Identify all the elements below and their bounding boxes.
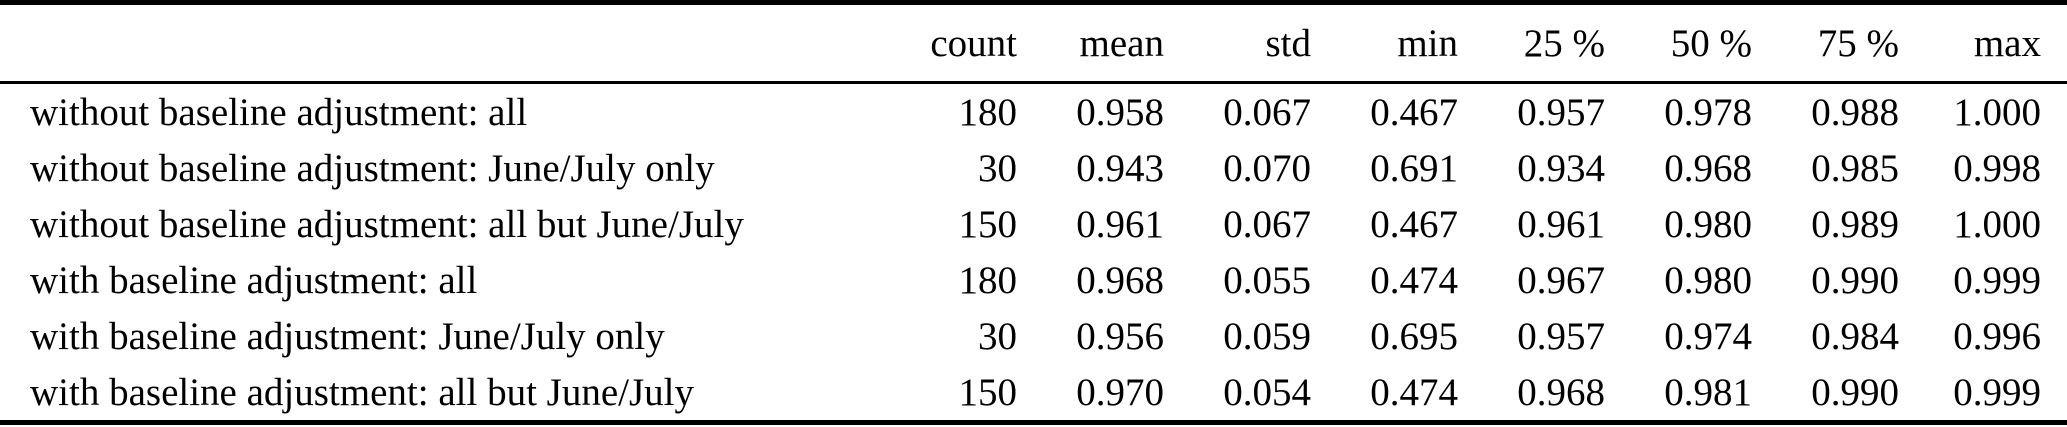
- cell-min: 0.467: [1370, 90, 1458, 134]
- row-label: without baseline adjustment: all but Jun…: [30, 202, 744, 246]
- column-header-max: max: [1973, 21, 2041, 65]
- cell-min: 0.474: [1370, 370, 1458, 414]
- cell-max: 0.999: [1953, 370, 2041, 414]
- column-header-count: count: [930, 21, 1017, 65]
- table-row: without baseline adjustment: all 180 0.9…: [0, 83, 2067, 141]
- cell-min: 0.467: [1370, 202, 1458, 246]
- cell-25pct: 0.957: [1517, 90, 1605, 134]
- table-row: without baseline adjustment: June/July o…: [0, 140, 2067, 196]
- cell-std: 0.067: [1223, 90, 1311, 134]
- cell-mean: 0.968: [1076, 258, 1164, 302]
- table-row: with baseline adjustment: June/July only…: [0, 308, 2067, 364]
- cell-count: 150: [958, 370, 1018, 414]
- cell-count: 150: [958, 202, 1018, 246]
- cell-25pct: 0.934: [1517, 146, 1605, 190]
- column-header-std: std: [1265, 21, 1311, 65]
- cell-max: 0.996: [1953, 314, 2041, 358]
- table-row: without baseline adjustment: all but Jun…: [0, 196, 2067, 252]
- cell-mean: 0.961: [1076, 202, 1164, 246]
- cell-25pct: 0.967: [1517, 258, 1605, 302]
- cell-max: 0.998: [1953, 146, 2041, 190]
- cell-25pct: 0.957: [1517, 314, 1605, 358]
- row-label: with baseline adjustment: all: [30, 258, 478, 302]
- cell-min: 0.691: [1370, 146, 1458, 190]
- cell-25pct: 0.968: [1517, 370, 1605, 414]
- cell-std: 0.059: [1223, 314, 1311, 358]
- column-header-25pct: 25 %: [1523, 21, 1605, 65]
- cell-count: 180: [958, 258, 1018, 302]
- cell-75pct: 0.989: [1811, 202, 1899, 246]
- row-label: without baseline adjustment: June/July o…: [30, 146, 715, 190]
- cell-mean: 0.956: [1076, 314, 1164, 358]
- cell-50pct: 0.974: [1664, 314, 1752, 358]
- cell-mean: 0.970: [1076, 370, 1164, 414]
- column-header-75pct: 75 %: [1817, 21, 1899, 65]
- row-label: without baseline adjustment: all: [30, 90, 528, 134]
- cell-75pct: 0.988: [1811, 90, 1899, 134]
- cell-max: 0.999: [1953, 258, 2041, 302]
- cell-count: 30: [978, 314, 1017, 358]
- cell-std: 0.067: [1223, 202, 1311, 246]
- table-row: with baseline adjustment: all 180 0.968 …: [0, 252, 2067, 308]
- cell-mean: 0.958: [1076, 90, 1164, 134]
- cell-min: 0.474: [1370, 258, 1458, 302]
- cell-max: 1.000: [1953, 90, 2041, 134]
- cell-75pct: 0.990: [1811, 258, 1899, 302]
- cell-75pct: 0.985: [1811, 146, 1899, 190]
- row-label: with baseline adjustment: June/July only: [30, 314, 665, 358]
- cell-std: 0.055: [1223, 258, 1311, 302]
- row-label: with baseline adjustment: all but June/J…: [30, 370, 694, 414]
- cell-50pct: 0.978: [1664, 90, 1752, 134]
- cell-50pct: 0.968: [1664, 146, 1752, 190]
- column-header-min: min: [1397, 21, 1458, 65]
- cell-min: 0.695: [1370, 314, 1458, 358]
- cell-mean: 0.943: [1076, 146, 1164, 190]
- cell-75pct: 0.990: [1811, 370, 1899, 414]
- cell-75pct: 0.984: [1811, 314, 1899, 358]
- column-header-50pct: 50 %: [1670, 21, 1752, 65]
- cell-count: 30: [978, 146, 1017, 190]
- cell-max: 1.000: [1953, 202, 2041, 246]
- cell-50pct: 0.980: [1664, 202, 1752, 246]
- column-header-rowlabel: [0, 3, 870, 83]
- cell-count: 180: [958, 90, 1018, 134]
- cell-25pct: 0.961: [1517, 202, 1605, 246]
- table-row: with baseline adjustment: all but June/J…: [0, 364, 2067, 423]
- cell-50pct: 0.981: [1664, 370, 1752, 414]
- table-header-row: count mean std min 25 % 50 % 75 % max: [0, 3, 2067, 83]
- cell-std: 0.070: [1223, 146, 1311, 190]
- cell-50pct: 0.980: [1664, 258, 1752, 302]
- cell-std: 0.054: [1223, 370, 1311, 414]
- column-header-mean: mean: [1079, 21, 1164, 65]
